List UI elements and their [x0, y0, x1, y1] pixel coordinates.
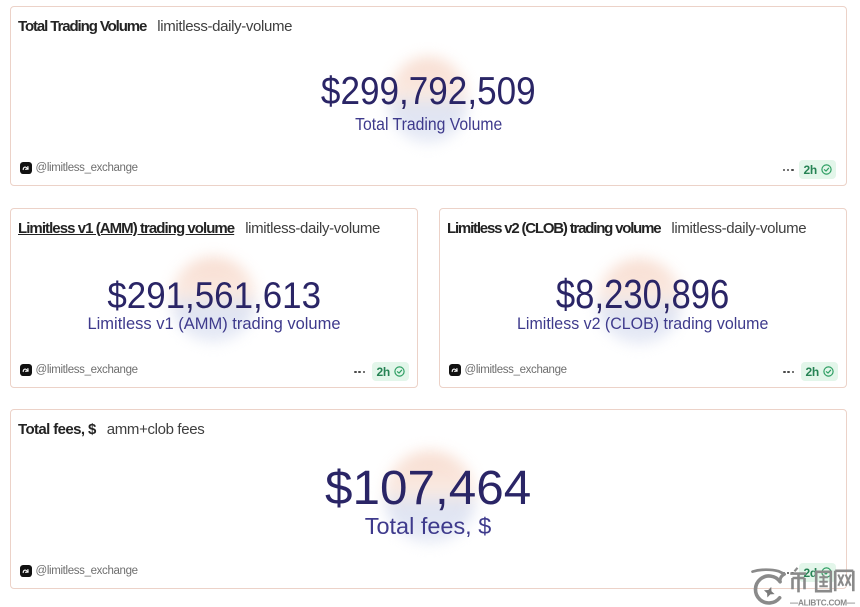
- svg-text:—ALIBTC.COM—: —ALIBTC.COM—: [790, 599, 856, 607]
